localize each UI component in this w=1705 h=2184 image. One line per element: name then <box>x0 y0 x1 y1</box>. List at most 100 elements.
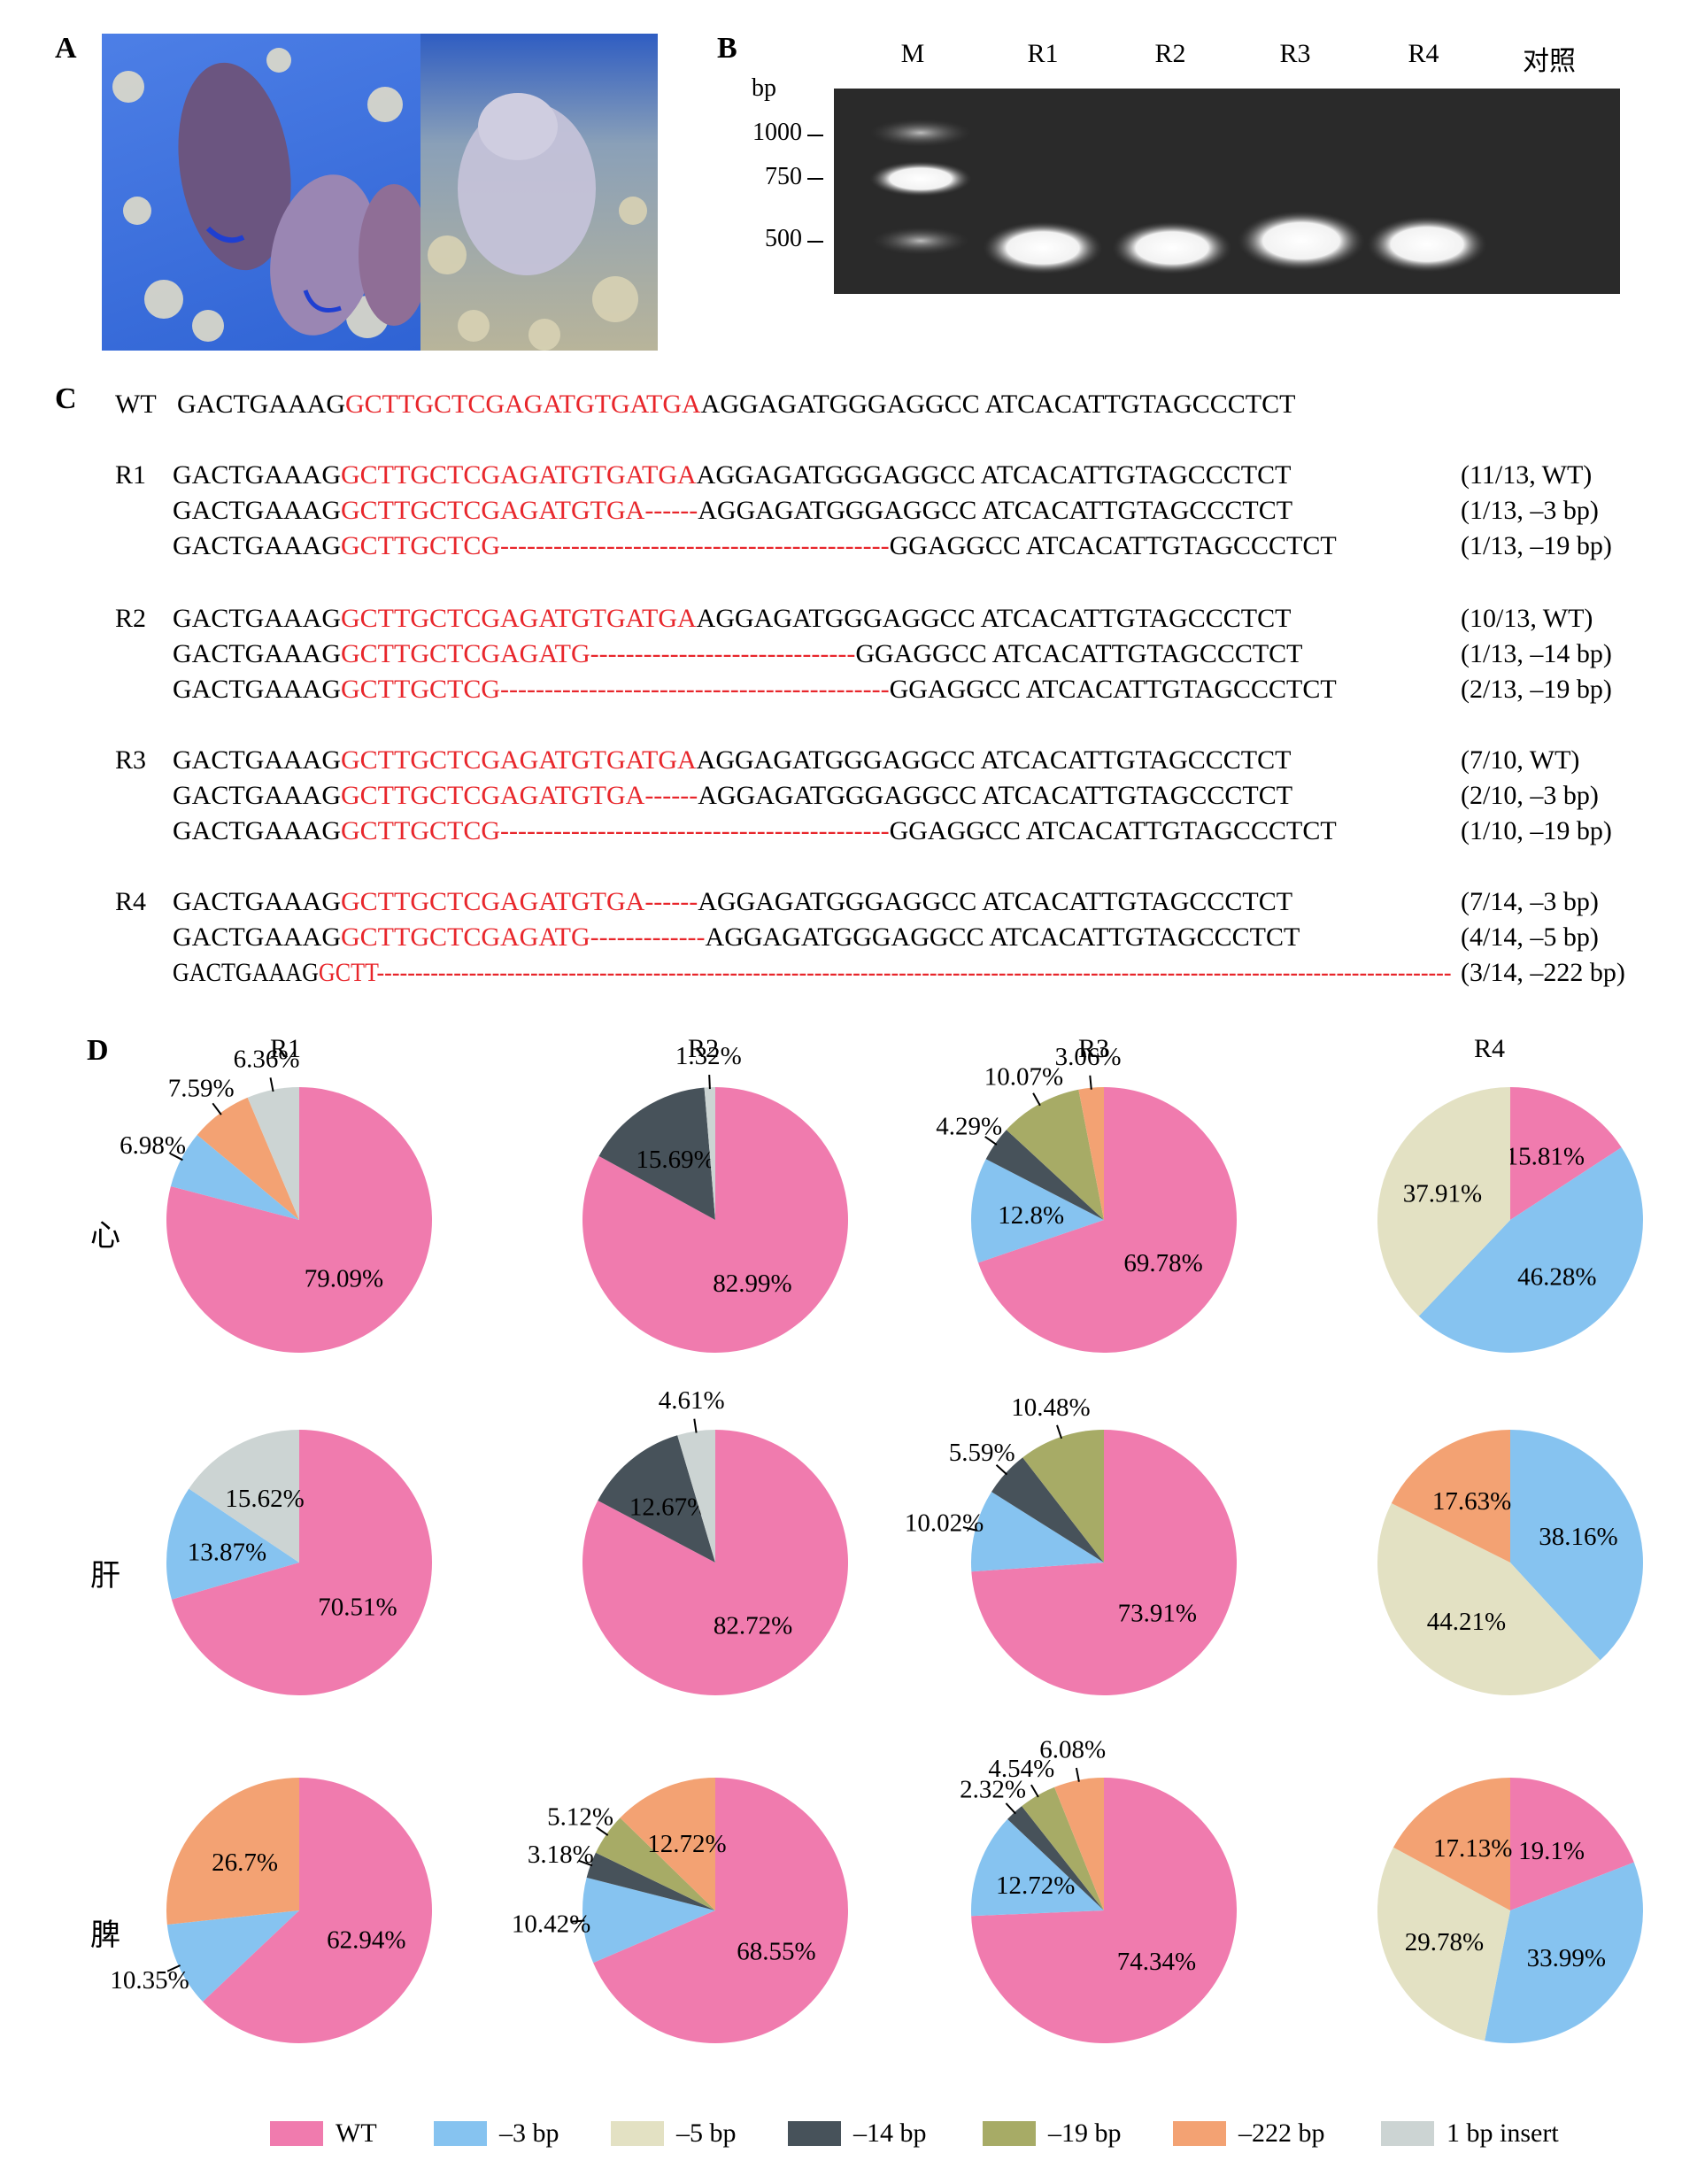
legend-label: –222 bp <box>1238 2118 1325 2148</box>
legend: WT –3 bp –5 bp –14 bp –19 bp –222 bp 1 bp inse… <box>270 2116 1598 2151</box>
legend-label: –5 bp <box>676 2118 737 2148</box>
gel-image <box>834 89 1620 294</box>
pie-data-label: 68.55% <box>737 1937 815 1965</box>
seq-flank-post: AGGAGATGGGAGGCC ATCACATTGTAGCCCTCT <box>696 745 1292 775</box>
sequence-row: GACTGAAAGGCTTGCTCGAGATGTGA------AGGAGATG… <box>173 887 1292 917</box>
pie-slice-m222 <box>1391 1430 1510 1563</box>
sequence-row: GACTGAAAGGCTTGCTCGAGATGTGA------AGGAGATG… <box>173 496 1292 526</box>
sequence-note: (1/10, –19 bp) <box>1461 816 1612 845</box>
sequence-row: GACTGAAAGGCTT---------------------------… <box>173 958 1452 988</box>
bp-unit-label: bp <box>752 74 776 102</box>
wt-sequence: GACTGAAAGGCTTGCTCGAGATGTGATGAAGGAGATGGGA… <box>177 390 1295 420</box>
pie-slice-m5 <box>1377 1087 1510 1316</box>
sequence-row: GACTGAAAGGCTTGCTCG----------------------… <box>173 675 1337 705</box>
pie-data-label: 7.59% <box>168 1075 235 1103</box>
pie-r2-心: 82.99%15.69%1.32% <box>582 1042 849 1353</box>
pie-slice-m3 <box>970 1492 1104 1572</box>
pie-data-label: 74.34% <box>1117 1948 1196 1976</box>
bp-1000-tick <box>807 135 823 136</box>
pie-leader-line <box>166 1964 181 1972</box>
seq-target: GCTTGCTCG-------------------------------… <box>341 531 890 560</box>
lane-label-m: M <box>900 39 925 68</box>
legend-swatch <box>270 2121 323 2146</box>
sequence-row: GACTGAAAGGCTTGCTCG----------------------… <box>173 816 1337 846</box>
legend-label: –3 bp <box>499 2118 559 2148</box>
pie-data-label: 10.42% <box>512 1910 590 1938</box>
panel-c-label: C <box>55 382 77 415</box>
pie-data-label: 70.51% <box>318 1594 397 1622</box>
legend-item-m3: –3 bp <box>434 2116 559 2151</box>
pie-data-label: 10.48% <box>1011 1393 1090 1422</box>
seq-target: GCTTGCTCGAGATGTGATGA <box>345 390 701 419</box>
pie-leader-line <box>1030 1784 1039 1798</box>
pie-data-label: 6.08% <box>1039 1735 1106 1763</box>
sequence-row: GACTGAAAGGCTTGCTCGAGATGTGA------AGGAGATG… <box>173 781 1292 811</box>
pie-data-label: 13.87% <box>188 1538 266 1566</box>
pie-r3-脾: 74.34% 12.72% 2.32%4.54%6.08% <box>960 1735 1238 2043</box>
pie-leader-line <box>962 1526 977 1532</box>
seq-flank-post: GGAGGCC ATCACATTGTAGCCCTCT <box>889 816 1337 845</box>
seq-flank: GACTGAAAG <box>173 745 341 775</box>
pie-slice-m3 <box>1510 1430 1643 1661</box>
pie-data-label: 33.99% <box>1527 1944 1606 1972</box>
panel-a-label: A <box>55 32 77 65</box>
pie-slice-ins1 <box>704 1087 715 1220</box>
pie-slice-m19 <box>1022 1787 1104 1910</box>
sequence-note: (1/13, –19 bp) <box>1461 531 1612 560</box>
pie-slice-m14 <box>991 1457 1104 1563</box>
legend-swatch <box>1173 2121 1226 2146</box>
seq-flank-post: AGGAGATGGGAGGCC ATCACATTGTAGCCCTCT <box>698 887 1293 916</box>
pie-slice-m5 <box>1377 1503 1601 1695</box>
pie-data-label: 12.72% <box>647 1830 726 1858</box>
pie-slice-m3 <box>971 1818 1104 1917</box>
bp-500-tick <box>807 241 823 243</box>
seq-flank: GACTGAAAG <box>173 460 341 490</box>
pie-slice-ins1 <box>247 1087 299 1220</box>
legend-item-m14: –14 bp <box>788 2116 927 2151</box>
legend-label: –19 bp <box>1048 2118 1122 2148</box>
pie-r2-肝: 82.72% 12.67% 4.61% <box>582 1386 848 1696</box>
pie-leader-line <box>269 1077 274 1092</box>
pie-slice-WT <box>171 1430 432 1695</box>
legend-label: –14 bp <box>853 2118 927 2148</box>
seq-flank-post: AGGAGATGGGAGGCC ATCACATTGTAGCCCTCT <box>698 781 1293 810</box>
pie-slice-m5 <box>1377 1847 1510 2041</box>
pie-data-label: 12.8% <box>998 1201 1064 1230</box>
seq-target: GCTTGCTCGAGATGTGATGA <box>341 460 697 490</box>
photo-left-pups <box>102 34 429 351</box>
pie-r3-肝: 73.91% 10.02% 5.59% 10.48% <box>905 1393 1237 1696</box>
legend-item-m222: –222 bp <box>1173 2116 1325 2151</box>
pie-data-label: 69.78% <box>1123 1249 1202 1277</box>
pie-leader-line <box>995 1464 1008 1476</box>
tissue-heart: 心 <box>90 1218 120 1254</box>
seq-target: GCTTGCTCGAGATGTGATGA <box>341 745 697 775</box>
pie-data-label: 15.62% <box>225 1485 304 1513</box>
pie-slice-m3 <box>1485 1862 1643 2043</box>
pie-leader-line <box>578 1859 593 1867</box>
pie-data-label: 17.63% <box>1432 1487 1511 1516</box>
pie-data-label: 46.28% <box>1517 1262 1596 1291</box>
pie-data-label: 29.78% <box>1405 1928 1484 1956</box>
pie-data-label: 12.72% <box>996 1871 1075 1900</box>
sequence-note: (7/10, WT) <box>1461 745 1580 775</box>
lane-label-r3: R3 <box>1279 39 1311 68</box>
pups-illustration <box>112 48 429 342</box>
pie-slice-m3 <box>166 1488 299 1600</box>
seq-target: GCTTGCTCGAGATGTGA------ <box>341 887 698 916</box>
seq-flank-post: AGGAGATGGGAGGCC ATCACATTGTAGCCCTCT <box>705 922 1300 952</box>
legend-swatch <box>788 2121 841 2146</box>
legend-swatch <box>983 2121 1036 2146</box>
sequence-note: (1/13, –14 bp) <box>1461 639 1612 668</box>
seq-flank: GACTGAAAG <box>173 922 341 952</box>
pie-leader-line <box>1089 1075 1092 1090</box>
sequence-note: (2/10, –3 bp) <box>1461 781 1599 810</box>
pie-leader-line <box>708 1075 711 1090</box>
sequence-row: GACTGAAAGGCTTGCTCG----------------------… <box>173 531 1337 561</box>
group-label-r1: R1 <box>115 460 147 490</box>
seq-target: GCTT------------------------------------… <box>318 958 1452 987</box>
seq-flank-post: AGGAGATGGGAGGCC ATCACATTGTAGCCCTCT <box>696 460 1292 490</box>
sequence-note: (7/14, –3 bp) <box>1461 887 1599 916</box>
pie-leader-line <box>212 1102 222 1115</box>
seq-flank: GACTGAAAG <box>173 887 341 916</box>
lane-label-r4: R4 <box>1408 39 1439 68</box>
